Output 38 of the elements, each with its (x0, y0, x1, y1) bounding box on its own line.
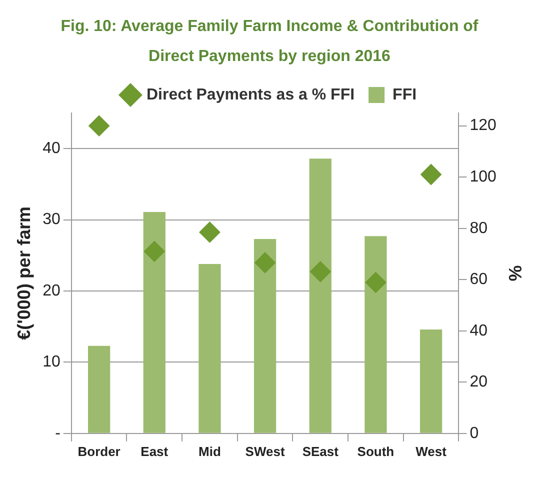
y2-tick-label: 20 (470, 373, 488, 390)
bar (364, 236, 387, 433)
bar (143, 212, 166, 433)
x-tick-label: West (416, 444, 448, 459)
point (144, 240, 165, 262)
x-tick-label: SWest (245, 444, 286, 459)
bar (420, 329, 442, 433)
x-tick-label: Mid (198, 444, 221, 459)
point (420, 164, 442, 185)
bar (254, 238, 276, 433)
y-axis-title: €('000) per farm (14, 206, 34, 340)
x-tick-label: SEast (302, 444, 340, 459)
bar (198, 264, 221, 433)
bar (309, 158, 332, 433)
y-tick-label: 40 (42, 140, 60, 157)
x-tick-label: East (140, 444, 169, 459)
y-tick-label: 10 (42, 353, 60, 370)
y2-tick-label: 60 (470, 270, 488, 288)
y2-tick-label: 120 (470, 117, 496, 134)
y2-axis-title: % (505, 264, 526, 281)
y2-tick-label: 0 (470, 424, 479, 442)
legend-label: FFI (392, 86, 417, 104)
y-tick-label: - (55, 424, 60, 442)
point (365, 272, 386, 293)
y-tick-label: 20 (42, 282, 60, 300)
x-tick-label: South (357, 444, 394, 459)
y-tick-label: 30 (42, 210, 60, 228)
point (254, 252, 276, 273)
legend-label: Direct Payments as a % FFI (146, 86, 355, 104)
chart-title: Fig. 10: Average Family Farm Income & Contribution of Direct Payments by region 2016 (60, 17, 480, 68)
y2-tick-label: 100 (470, 168, 496, 186)
point (88, 115, 110, 136)
y2-tick-label: 80 (470, 220, 488, 237)
point (310, 260, 331, 282)
x-tick-label: Border (78, 444, 120, 459)
bar (88, 346, 110, 433)
point (199, 221, 220, 242)
y2-tick-label: 40 (470, 322, 488, 340)
